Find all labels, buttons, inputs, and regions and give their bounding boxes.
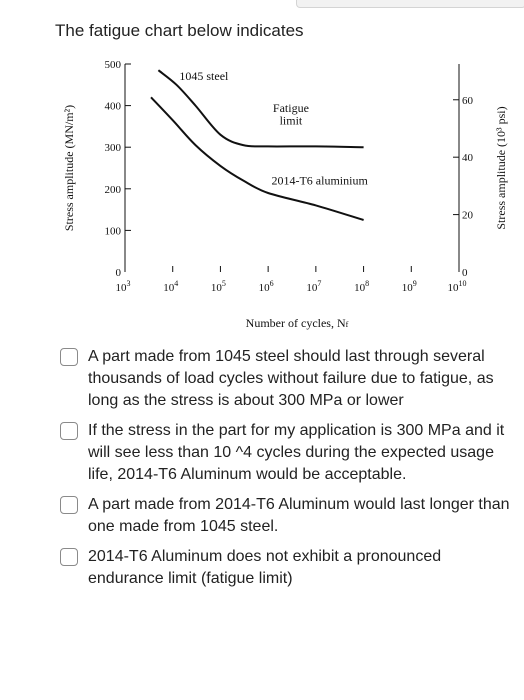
y-tick-label-3: 300	[105, 142, 122, 154]
top-strip	[0, 0, 524, 10]
y-axis-title-left: Stress amplitude (MN/m²)	[62, 105, 76, 231]
fatigue-chart: 0 100 200 300 400 500 0 20 40 60 103 104 105 106 107 10…	[62, 59, 508, 330]
option-1[interactable]: A part made from 1045 steel should last …	[60, 346, 515, 412]
annotation-2: limit	[280, 113, 303, 127]
x-tick-label-3: 106	[259, 279, 274, 294]
checkbox-option-2[interactable]	[60, 422, 78, 440]
series-curve-steel	[157, 69, 364, 149]
checkbox-option-4[interactable]	[60, 548, 78, 566]
right-tick-label-0: 0	[462, 267, 468, 279]
top-scroll-bar	[296, 0, 524, 8]
option-4-text: 2014-T6 Aluminum does not exhibit a pron…	[88, 548, 442, 587]
right-tick-label-2: 40	[462, 152, 474, 164]
x-tick-label-7: 1010	[448, 279, 467, 294]
right-tick-label-3: 60	[462, 95, 474, 107]
option-2[interactable]: If the stress in the part for my applica…	[60, 420, 515, 486]
x-tick-label-5: 108	[354, 279, 369, 294]
option-2-text: If the stress in the part for my applica…	[88, 422, 505, 483]
right-tick-label-1: 20	[462, 210, 474, 222]
y-tick-label-0: 0	[116, 267, 122, 279]
y-tick-label-1: 100	[105, 225, 122, 237]
annotation-0: 1045 steel	[179, 69, 229, 83]
option-3-text: A part made from 2014-T6 Aluminum would …	[88, 496, 510, 535]
annotation-1: Fatigue	[273, 101, 309, 115]
option-1-text: A part made from 1045 steel should last …	[88, 348, 494, 409]
x-tick-label-4: 107	[306, 279, 321, 294]
option-3[interactable]: A part made from 2014-T6 Aluminum would …	[60, 494, 515, 538]
answer-options: A part made from 1045 steel should last …	[60, 346, 515, 598]
y-tick-label-5: 500	[105, 59, 122, 71]
x-tick-label-2: 105	[211, 279, 226, 294]
checkbox-option-3[interactable]	[60, 496, 78, 514]
option-4[interactable]: 2014-T6 Aluminum does not exhibit a pron…	[60, 546, 515, 590]
x-tick-label-1: 104	[163, 279, 178, 294]
annotation-3: 2014-T6 aluminium	[271, 174, 368, 188]
x-tick-label-0: 103	[116, 279, 131, 294]
question-text: The fatigue chart below indicates	[55, 21, 304, 40]
x-tick-label-6: 109	[402, 279, 417, 294]
y-tick-label-2: 200	[105, 184, 122, 196]
y-tick-label-4: 400	[105, 101, 122, 113]
series-curve-aluminium	[150, 96, 364, 221]
x-axis-title: Number of cycles, Nf	[246, 316, 349, 330]
checkbox-option-1[interactable]	[60, 348, 78, 366]
y-axis-title-right: Stress amplitude (10³ psi)	[494, 106, 508, 229]
